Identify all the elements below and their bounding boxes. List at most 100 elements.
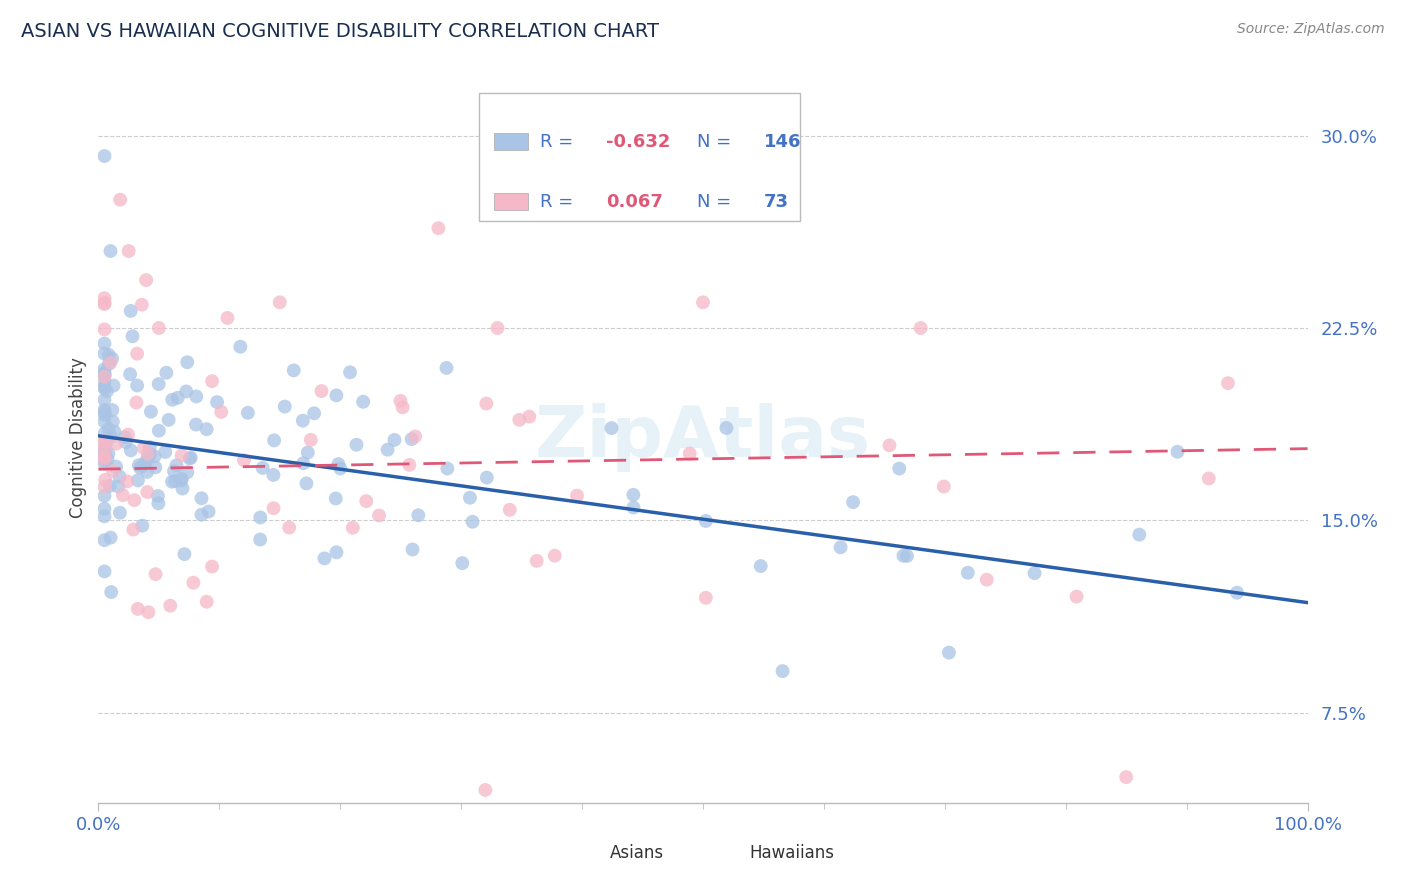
Point [136, 447, 159, 461]
Point [544, 549, 567, 563]
Point [384, 433, 406, 447]
Point [93, 426, 115, 441]
Point [93, 509, 115, 524]
Point [94, 438, 117, 452]
Point [93, 297, 115, 311]
Point [302, 406, 325, 420]
Point [889, 461, 911, 475]
Point [93, 336, 115, 351]
Point [427, 221, 450, 235]
Point [97, 446, 120, 460]
FancyBboxPatch shape [494, 193, 527, 211]
Point [136, 465, 159, 479]
Point [474, 783, 496, 797]
Point [401, 432, 423, 446]
Point [120, 367, 142, 381]
Point [475, 470, 498, 484]
Point [1066, 590, 1088, 604]
Point [139, 404, 162, 418]
Point [772, 664, 794, 678]
Point [93, 381, 115, 395]
Point [111, 488, 134, 502]
Point [121, 329, 143, 343]
Point [135, 455, 157, 469]
Point [269, 295, 291, 310]
Point [311, 384, 333, 398]
Point [103, 425, 125, 439]
Point [695, 514, 717, 528]
Text: Source: ZipAtlas.com: Source: ZipAtlas.com [1237, 22, 1385, 37]
Point [131, 298, 153, 312]
Point [600, 421, 623, 435]
Point [408, 508, 430, 523]
Text: 146: 146 [763, 133, 801, 151]
Point [93, 457, 115, 471]
Point [93, 434, 115, 449]
FancyBboxPatch shape [494, 133, 527, 150]
Point [879, 438, 901, 452]
Point [97, 422, 120, 436]
Point [172, 482, 194, 496]
Point [274, 400, 297, 414]
Point [263, 434, 285, 448]
Text: R =: R = [540, 193, 574, 211]
Point [93, 380, 115, 394]
Point [100, 585, 122, 599]
Point [1216, 376, 1239, 391]
Point [93, 453, 115, 467]
Point [201, 559, 224, 574]
Point [93, 402, 115, 417]
Point [1128, 527, 1150, 541]
Point [127, 602, 149, 616]
Point [100, 244, 122, 258]
Point [145, 567, 167, 582]
Point [93, 369, 115, 384]
Point [138, 605, 160, 619]
Point [291, 414, 314, 428]
Text: N =: N = [697, 193, 731, 211]
Point [679, 447, 702, 461]
Point [139, 440, 162, 454]
Point [93, 405, 115, 419]
Point [101, 351, 124, 366]
Point [299, 433, 322, 447]
Point [249, 510, 271, 524]
Point [155, 445, 177, 459]
Point [122, 523, 145, 537]
Point [157, 413, 180, 427]
Point [526, 554, 548, 568]
Text: Hawaiians: Hawaiians [749, 844, 834, 862]
Text: 73: 73 [763, 193, 789, 211]
Point [325, 388, 347, 402]
Point [389, 393, 412, 408]
Point [174, 384, 197, 399]
Point [124, 493, 146, 508]
Point [148, 496, 170, 510]
Point [114, 435, 136, 450]
Point [127, 346, 149, 360]
Text: ZipAtlas: ZipAtlas [536, 402, 870, 472]
Point [297, 445, 319, 459]
Point [368, 508, 391, 523]
Point [104, 436, 127, 450]
Point [100, 356, 122, 370]
Point [101, 415, 124, 429]
Point [401, 542, 423, 557]
Point [209, 405, 232, 419]
Point [118, 244, 141, 258]
Point [842, 495, 865, 509]
Point [623, 500, 645, 515]
Point [391, 401, 413, 415]
Y-axis label: Cognitive Disability: Cognitive Disability [69, 357, 87, 517]
Text: 0.067: 0.067 [606, 193, 664, 211]
Point [328, 457, 350, 471]
Point [93, 346, 115, 360]
Point [96, 452, 118, 467]
Point [166, 458, 188, 473]
Point [108, 193, 131, 207]
Text: R =: R = [540, 133, 574, 151]
Point [170, 474, 193, 488]
Point [163, 464, 186, 478]
Point [314, 551, 336, 566]
Point [143, 460, 166, 475]
